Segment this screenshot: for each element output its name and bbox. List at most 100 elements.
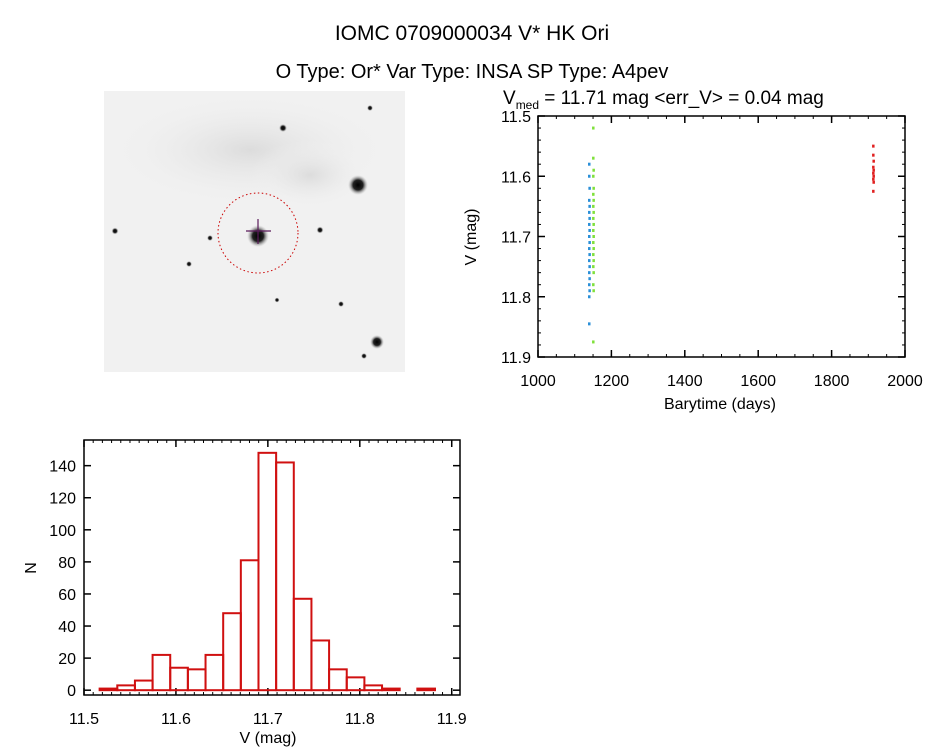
histogram-plot: 11.5 11.6 11.7 11.8 11.9 0 20 40 60 80 100 120 140 V … — [23, 439, 467, 747]
histogram-bar — [345, 676, 366, 692]
y-tick-label: 11.9 — [501, 350, 531, 367]
y-tick-label: 11.6 — [501, 169, 531, 186]
y-tick-label: 60 — [58, 587, 76, 604]
data-point-blue — [588, 295, 591, 299]
data-point-blue — [588, 241, 591, 245]
data-point-red — [872, 144, 875, 148]
y-tick-label: 100 — [49, 523, 76, 540]
data-point-green — [592, 186, 595, 190]
x-axis-label: V (mag) — [240, 730, 297, 747]
data-point-blue — [588, 283, 591, 287]
data-point-blue — [588, 186, 591, 190]
histogram-bar — [363, 684, 384, 692]
main-title: IOMC 0709000034 V* HK Ori — [335, 22, 609, 45]
x-tick-label: 11.7 — [253, 711, 283, 728]
data-point-green — [592, 241, 595, 245]
data-point-blue — [588, 322, 591, 326]
data-point-green — [592, 222, 595, 226]
histogram-bar — [328, 668, 348, 692]
x-tick-label: 1800 — [814, 373, 850, 390]
data-point-red — [872, 159, 875, 163]
x-tick-label: 11.6 — [161, 711, 191, 728]
histogram-bar — [222, 612, 242, 692]
data-point-red — [872, 189, 875, 193]
data-point-green — [592, 192, 595, 196]
data-point-red — [872, 165, 875, 169]
histogram-bar — [381, 687, 401, 692]
histogram-bar — [186, 668, 207, 692]
x-tick-label: 1400 — [667, 373, 703, 390]
data-point-blue — [588, 174, 591, 178]
data-point-blue — [588, 228, 591, 232]
data-point-green — [592, 156, 595, 160]
data-point-green — [592, 235, 595, 238]
x-tick-label: 1000 — [520, 373, 556, 390]
data-point-red — [872, 171, 875, 175]
y-axis-label: V (mag) — [463, 209, 480, 266]
data-point-green — [592, 204, 595, 208]
y-tick-label: 11.7 — [501, 230, 531, 247]
data-point-blue — [588, 204, 591, 208]
y-tick-label: 20 — [58, 651, 76, 668]
x-tick-label: 1200 — [594, 373, 630, 390]
data-point-green — [592, 198, 595, 202]
data-point-red — [872, 177, 875, 181]
y-tick-label: 0 — [67, 683, 76, 700]
data-point-red — [872, 168, 875, 172]
data-point-green — [592, 340, 595, 344]
data-point-green — [592, 259, 595, 263]
data-point-blue — [588, 277, 591, 281]
data-point-blue — [588, 216, 591, 220]
histogram-bar — [257, 451, 278, 692]
data-point-blue — [588, 271, 591, 275]
data-point-green — [592, 216, 595, 220]
plot-frame — [83, 439, 461, 696]
data-point-blue — [588, 162, 591, 166]
histogram-bar — [416, 687, 436, 692]
data-point-green — [592, 289, 595, 293]
x-tick-label: 1600 — [740, 373, 776, 390]
data-point-green — [592, 126, 595, 130]
histogram-bar — [98, 687, 119, 692]
x-tick-label: 11.8 — [345, 711, 375, 728]
data-point-green — [592, 283, 595, 287]
data-point-red — [872, 153, 875, 157]
data-point-green — [592, 253, 595, 257]
x-tick-label: 11.5 — [69, 711, 99, 728]
light-curve-plot: Vmed = 11.71 mag <err_V> = 0.04 mag 1000 1… — [463, 88, 923, 413]
plot-title: Vmed = 11.71 mag <err_V> = 0.04 mag — [503, 88, 824, 112]
data-point-red — [872, 174, 875, 178]
data-point-blue — [588, 210, 591, 214]
type-subtitle: O Type: Or* Var Type: INSA SP Type: A4pe… — [276, 61, 669, 83]
histogram-bar — [292, 597, 313, 692]
y-tick-label: 11.8 — [501, 290, 531, 307]
data-point-green — [592, 271, 595, 275]
aperture-circle — [217, 192, 299, 274]
data-point-blue — [588, 289, 591, 293]
histogram-bar — [151, 653, 172, 692]
x-tick-label: 11.9 — [437, 711, 467, 728]
sky-image — [100, 90, 405, 372]
data-point-blue — [588, 247, 591, 251]
data-point-green — [592, 228, 595, 232]
y-tick-label: 80 — [58, 555, 76, 572]
data-point-green — [592, 247, 595, 251]
histogram-bar — [116, 684, 136, 692]
y-tick-label: 11.5 — [501, 109, 531, 126]
histogram-bar — [275, 461, 295, 692]
data-point-blue — [588, 235, 591, 238]
histogram-bar — [169, 666, 189, 692]
data-point-blue — [588, 198, 591, 202]
data-point-green — [592, 174, 595, 178]
histogram-bar — [239, 559, 260, 692]
y-axis-label: N — [23, 562, 40, 574]
x-axis-label: Barytime (days) — [664, 396, 776, 413]
data-point-blue — [588, 265, 591, 269]
data-point-green — [592, 265, 595, 269]
data-point-blue — [588, 259, 591, 263]
y-tick-label: 120 — [49, 491, 76, 508]
histogram-bar — [133, 679, 154, 692]
data-point-blue — [588, 222, 591, 226]
y-tick-label: 140 — [49, 459, 76, 476]
